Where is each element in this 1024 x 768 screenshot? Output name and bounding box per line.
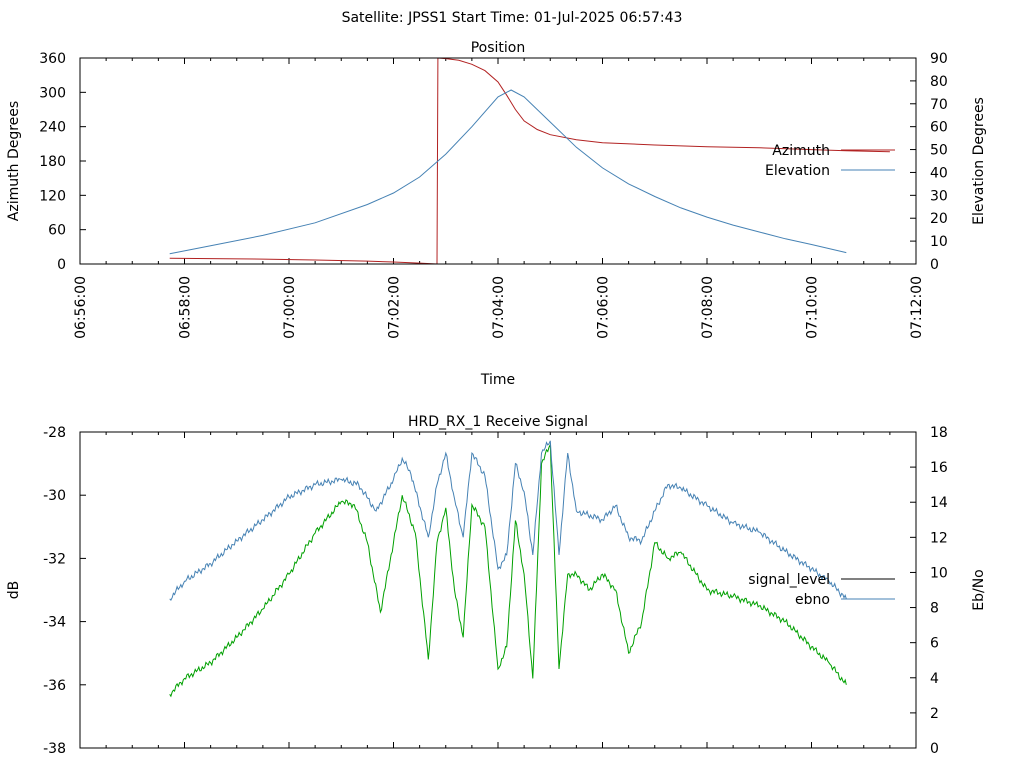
- y2-tick-label: 0: [930, 257, 939, 273]
- series-line-elevation: [169, 89, 847, 255]
- y2-tick-label: 18: [930, 425, 948, 441]
- y-tick-label: 120: [39, 188, 66, 204]
- y2-tick-label: 14: [930, 495, 948, 511]
- y-tick-label: -30: [43, 488, 66, 504]
- y2-axis-title: Elevation Degrees: [971, 97, 987, 225]
- chart-title-0: Position: [471, 40, 526, 56]
- legend-label: Azimuth: [772, 143, 830, 159]
- y2-tick-label: 2: [930, 706, 939, 722]
- y-tick-label: 300: [39, 85, 66, 101]
- y-tick-label: -38: [43, 741, 66, 757]
- legend-label: signal_level: [748, 572, 830, 588]
- y2-tick-label: 10: [930, 234, 948, 250]
- x-tick-label: 06:58:00: [178, 276, 194, 339]
- y2-axis-title: Eb/No: [971, 569, 987, 611]
- y2-tick-label: 10: [930, 565, 948, 581]
- series-line-azimuth: [169, 57, 890, 265]
- legend-label: Elevation: [765, 163, 830, 179]
- chart-title-1: HRD_RX_1 Receive Signal: [408, 414, 588, 430]
- y2-tick-label: 40: [930, 165, 948, 181]
- y2-tick-label: 6: [930, 636, 939, 652]
- y-tick-label: 0: [57, 257, 66, 273]
- y2-tick-label: 20: [930, 211, 948, 227]
- y-tick-label: -28: [43, 425, 66, 441]
- x-tick-label: 07:02:00: [387, 276, 403, 339]
- y2-tick-label: 16: [930, 460, 948, 476]
- y2-tick-label: 70: [930, 97, 948, 113]
- y-tick-label: -36: [43, 678, 66, 694]
- x-tick-label: 07:12:00: [909, 276, 925, 339]
- y2-tick-label: 30: [930, 188, 948, 204]
- plot-frame-0: [79, 57, 917, 265]
- y-tick-label: 60: [48, 223, 66, 239]
- plot-frame-1: [79, 431, 917, 749]
- y2-tick-label: 8: [930, 601, 939, 617]
- y2-tick-label: 60: [930, 120, 948, 136]
- y-tick-label: -32: [43, 551, 66, 567]
- y2-tick-label: 50: [930, 143, 948, 159]
- y-axis-title: Azimuth Degrees: [6, 101, 22, 221]
- x-tick-label: 07:00:00: [282, 276, 298, 339]
- y2-tick-label: 0: [930, 741, 939, 757]
- series-line-ebno: [169, 440, 847, 601]
- x-tick-label: 07:04:00: [491, 276, 507, 339]
- page-title: Satellite: JPSS1 Start Time: 01-Jul-2025…: [342, 10, 683, 26]
- y2-tick-label: 90: [930, 51, 948, 67]
- y-tick-label: 180: [39, 154, 66, 170]
- legend-label: ebno: [795, 592, 830, 608]
- x-tick-label: 06:56:00: [73, 276, 89, 339]
- y2-tick-label: 80: [930, 74, 948, 90]
- x-tick-label: 07:10:00: [805, 276, 821, 339]
- series-line-signal-level: [169, 444, 847, 698]
- x-tick-label: 07:06:00: [596, 276, 612, 339]
- y-tick-label: 240: [39, 120, 66, 136]
- y2-tick-label: 4: [930, 671, 939, 687]
- x-tick-label: 07:08:00: [700, 276, 716, 339]
- y-tick-label: -34: [43, 615, 66, 631]
- x-axis-title: Time: [480, 372, 515, 388]
- y-tick-label: 360: [39, 51, 66, 67]
- y-axis-title: dB: [6, 581, 22, 600]
- y2-tick-label: 12: [930, 530, 948, 546]
